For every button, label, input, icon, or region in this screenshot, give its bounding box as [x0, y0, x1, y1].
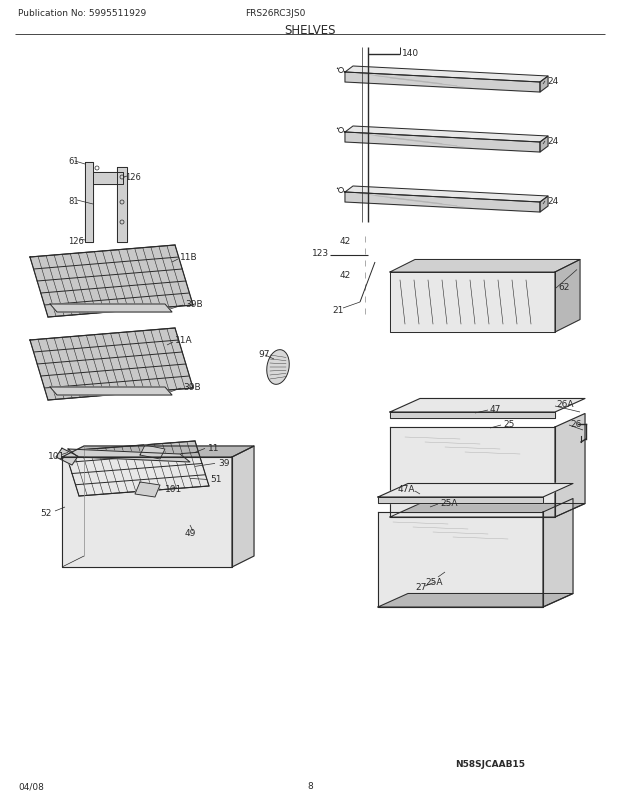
Text: 11: 11: [208, 444, 219, 452]
Text: 47A: 47A: [398, 485, 415, 494]
Text: 42: 42: [340, 271, 352, 280]
Polygon shape: [50, 387, 172, 395]
Polygon shape: [378, 484, 573, 497]
Text: 21: 21: [332, 306, 343, 315]
Polygon shape: [140, 445, 165, 460]
Polygon shape: [378, 497, 543, 504]
Polygon shape: [378, 512, 543, 607]
Text: 24: 24: [547, 76, 558, 85]
Polygon shape: [345, 133, 540, 153]
Polygon shape: [85, 163, 93, 243]
Text: 11A: 11A: [175, 336, 193, 345]
Text: 39: 39: [218, 458, 229, 468]
Polygon shape: [65, 441, 209, 496]
Polygon shape: [135, 482, 160, 497]
Polygon shape: [540, 196, 548, 213]
Polygon shape: [540, 77, 548, 93]
Text: Publication No: 5995511929: Publication No: 5995511929: [18, 9, 146, 18]
Text: 11B: 11B: [180, 253, 198, 262]
Text: 62: 62: [558, 283, 569, 292]
Polygon shape: [62, 447, 254, 457]
Polygon shape: [345, 192, 540, 213]
Polygon shape: [30, 329, 193, 400]
Circle shape: [339, 68, 343, 74]
Text: 123: 123: [312, 249, 329, 258]
Polygon shape: [345, 127, 548, 143]
Polygon shape: [543, 499, 573, 607]
Polygon shape: [345, 73, 540, 93]
Polygon shape: [30, 245, 193, 318]
Text: 49: 49: [185, 528, 197, 537]
Polygon shape: [378, 593, 573, 607]
Polygon shape: [555, 414, 585, 517]
Text: 26A: 26A: [556, 400, 574, 409]
Text: 04/08: 04/08: [18, 781, 44, 791]
Text: 25: 25: [503, 420, 515, 429]
Polygon shape: [390, 504, 585, 517]
Polygon shape: [390, 427, 555, 517]
Polygon shape: [345, 187, 548, 203]
Text: 101: 101: [48, 452, 65, 460]
Text: 25A: 25A: [425, 577, 443, 587]
Circle shape: [339, 128, 343, 133]
Text: 126: 126: [68, 237, 84, 245]
Polygon shape: [56, 448, 78, 465]
Polygon shape: [555, 260, 580, 333]
Text: 126: 126: [125, 173, 141, 182]
Circle shape: [339, 188, 343, 193]
Text: 61: 61: [68, 156, 79, 165]
Text: 24: 24: [547, 196, 558, 205]
Text: 97: 97: [258, 350, 270, 359]
Text: 27: 27: [415, 583, 427, 592]
Text: N58SJCAAB15: N58SJCAAB15: [455, 759, 525, 768]
Text: 140: 140: [402, 48, 419, 58]
Text: 52: 52: [40, 508, 51, 516]
Polygon shape: [390, 260, 580, 273]
Ellipse shape: [267, 350, 290, 385]
Text: 42: 42: [340, 237, 352, 245]
Text: 81: 81: [68, 196, 79, 205]
Text: 39B: 39B: [185, 300, 203, 309]
Text: 8: 8: [307, 781, 313, 791]
Polygon shape: [232, 447, 254, 567]
Text: SHELVES: SHELVES: [284, 23, 336, 36]
Text: 24: 24: [547, 136, 558, 145]
Text: 26: 26: [570, 420, 582, 429]
Text: 51: 51: [210, 474, 221, 484]
Text: 25A: 25A: [440, 499, 458, 508]
Polygon shape: [345, 192, 540, 213]
Polygon shape: [345, 73, 540, 93]
Polygon shape: [390, 412, 555, 419]
Polygon shape: [117, 168, 127, 243]
Text: 47: 47: [490, 405, 502, 414]
Polygon shape: [390, 273, 555, 333]
Text: 101: 101: [165, 484, 182, 493]
Polygon shape: [50, 305, 172, 313]
Text: FRS26RC3JS0: FRS26RC3JS0: [245, 9, 306, 18]
Text: 39B: 39B: [183, 383, 201, 392]
Polygon shape: [345, 133, 540, 153]
Polygon shape: [93, 172, 123, 184]
Polygon shape: [68, 449, 190, 463]
Polygon shape: [345, 67, 548, 83]
Polygon shape: [540, 137, 548, 153]
Polygon shape: [390, 399, 585, 412]
Polygon shape: [62, 457, 232, 567]
